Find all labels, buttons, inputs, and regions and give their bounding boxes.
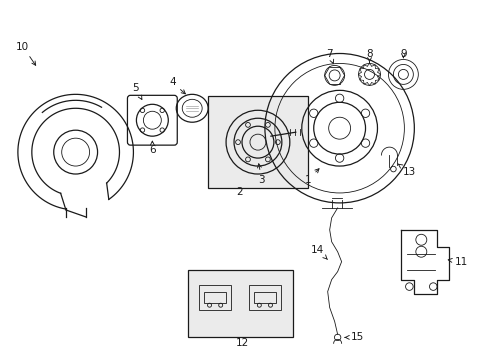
Text: 14: 14 [310, 245, 327, 260]
Bar [199, 285, 230, 310]
Bar [203, 292, 226, 302]
Bar [248, 285, 280, 310]
Text: 15: 15 [345, 332, 364, 342]
Text: 8: 8 [366, 49, 372, 62]
Text: 2: 2 [236, 187, 243, 197]
Text: 6: 6 [149, 141, 155, 155]
Text: 11: 11 [447, 257, 467, 267]
Bar [208, 96, 307, 188]
Text: 3: 3 [257, 164, 264, 185]
Text: 12: 12 [235, 338, 248, 348]
Bar [188, 270, 292, 337]
Bar [253, 292, 276, 302]
Text: 13: 13 [397, 164, 415, 177]
Text: 10: 10 [16, 41, 36, 65]
Text: 4: 4 [169, 77, 185, 94]
Text: 9: 9 [399, 49, 406, 59]
Text: 1: 1 [304, 169, 318, 185]
Text: 5: 5 [132, 84, 142, 99]
Text: 7: 7 [325, 49, 333, 63]
